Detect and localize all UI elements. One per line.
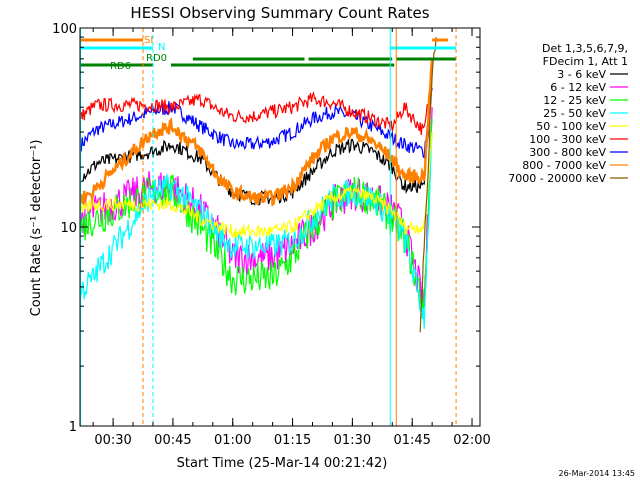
legend: Det 1,3,5,6,7,9,FDecim 1, Att 13 - 6 keV… [508, 42, 628, 185]
series-line-300-800kev [80, 87, 433, 160]
legend-label: 7000 - 20000 keV [508, 172, 606, 185]
x-tick-label: 02:00 [453, 433, 490, 448]
legend-label: 100 - 300 keV [529, 133, 606, 146]
legend-header-line: Det 1,3,5,6,7,9, [542, 42, 628, 55]
legend-label: 25 - 50 keV [543, 107, 606, 120]
x-tick-label: 01:30 [334, 433, 371, 448]
legend-label: 12 - 25 keV [543, 94, 606, 107]
axes-layer: 1 10 100 00:30 00:45 01:00 01:15 01:30 01:45 02:0… [52, 22, 491, 448]
x-tick-label: 01:45 [393, 433, 430, 448]
series-line-50-100kev [80, 132, 433, 239]
x-tick-label: 01:00 [214, 433, 251, 448]
legend-label: 50 - 100 keV [536, 120, 606, 133]
legend-header-line: FDecim 1, Att 1 [543, 55, 628, 68]
y-tick-label: 1 [69, 420, 77, 435]
plot-timestamp: 26-Mar-2014 13:45 [559, 469, 636, 478]
legend-label: 3 - 6 keV [557, 68, 606, 81]
legend-label: 300 - 800 keV [529, 146, 606, 159]
chart-title: HESSI Observing Summary Count Rates [130, 4, 429, 22]
y-tick-label: 100 [52, 22, 77, 37]
series-line-800-7000kev [80, 58, 434, 207]
legend-label: 6 - 12 keV [550, 81, 606, 94]
flag-label-rd0: RD0 [146, 53, 167, 64]
x-tick-label: 00:45 [154, 433, 191, 448]
x-tick-label: 00:30 [94, 433, 131, 448]
flag-label-n: N [158, 42, 165, 53]
x-axis-label: Start Time (25-Mar-14 00:21:42) [177, 456, 388, 471]
legend-label: 800 - 7000 keV [522, 159, 606, 172]
flag-label-rd6: RD6 [110, 61, 131, 72]
y-axis-label: Count Rate (s⁻¹ detector⁻¹) [29, 140, 44, 317]
flag-label-si: SI [144, 35, 153, 46]
y-tick-label: 10 [60, 221, 77, 236]
x-tick-label: 01:15 [274, 433, 311, 448]
series-line-100-300kev [80, 72, 433, 136]
